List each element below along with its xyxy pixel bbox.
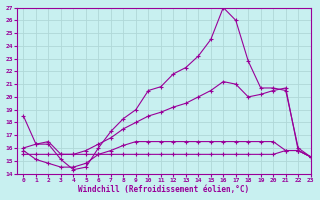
X-axis label: Windchill (Refroidissement éolien,°C): Windchill (Refroidissement éolien,°C) [78, 185, 250, 194]
